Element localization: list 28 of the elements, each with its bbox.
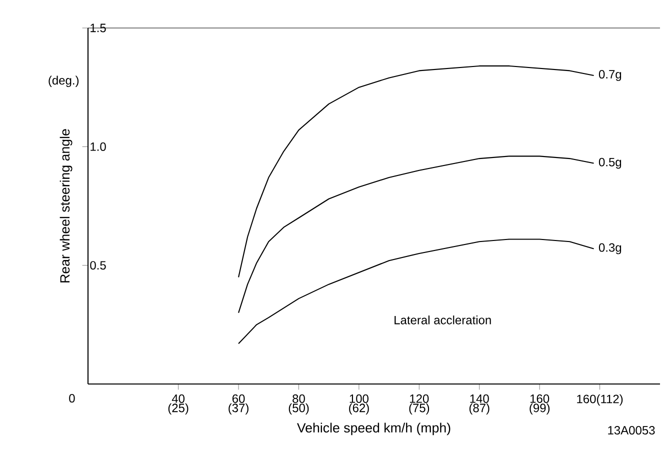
x2-tick-label: (62) (349, 403, 369, 415)
x2-tick-label: (50) (288, 403, 309, 415)
x2-tick-label: (37) (228, 403, 248, 415)
y-axis-title: Rear wheel steering angle (60, 129, 72, 282)
x-tick-label: 100 (350, 394, 368, 403)
x-tick-label: 160 (530, 394, 550, 403)
x-tick-label: 80 (292, 394, 305, 403)
series-label: 0.3g (598, 243, 622, 254)
x-tick-label: 40 (172, 394, 185, 403)
text: 13A0053 (608, 426, 655, 435)
x-axis-title: Vehicle speed km/h (mph) (296, 422, 450, 436)
x-tick-label: 160(112) (577, 394, 623, 406)
y-tick-label: 1.5 (90, 24, 106, 32)
y-tick-label: 0.5 (90, 261, 106, 270)
x2-tick-label: (75) (409, 403, 430, 415)
text: (deg.) (48, 76, 79, 87)
y-tick-label: 1.0 (90, 142, 106, 151)
x2-tick-label: (87) (469, 403, 490, 415)
series-label: 0.7g (598, 70, 622, 81)
annotation: Lateral accleration (394, 316, 491, 324)
x-tick-label: 120 (410, 394, 429, 403)
text: 0 (69, 394, 75, 403)
series-label: 0.5g (598, 158, 622, 169)
x2-tick-label: (99) (530, 403, 550, 415)
line-series (238, 156, 594, 314)
x2-tick-label: (25) (168, 403, 188, 415)
x-tick-label: 140 (470, 394, 489, 403)
x-tick-label: 60 (232, 394, 245, 403)
